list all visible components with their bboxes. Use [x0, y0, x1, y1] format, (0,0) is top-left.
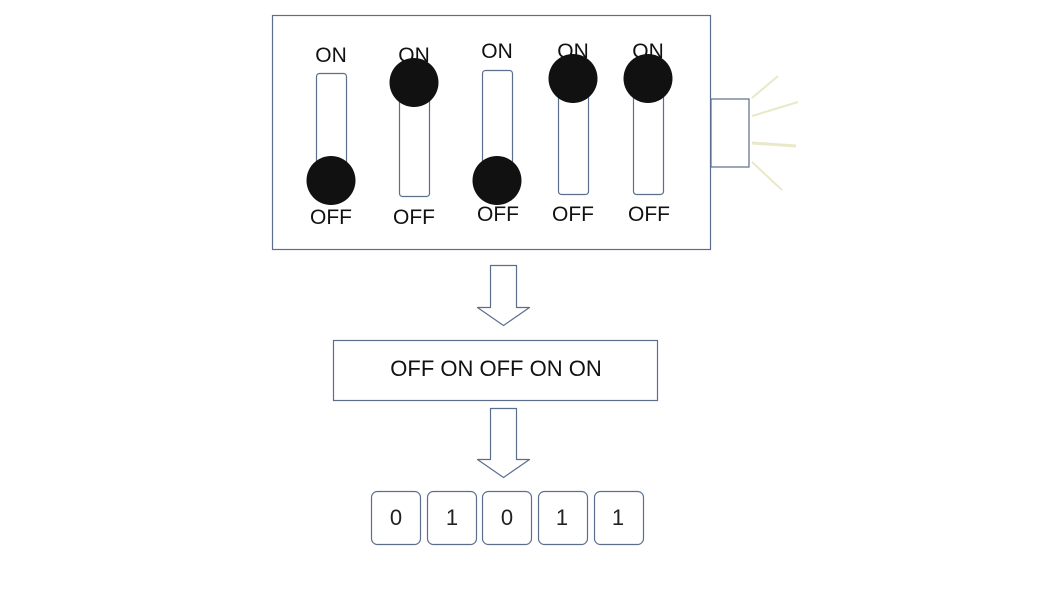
bit-cell: 0	[481, 490, 533, 546]
bit-cell: 1	[537, 490, 589, 546]
switch-off-label: OFF	[310, 206, 352, 229]
dip-switch-3[interactable]: ON OFF	[472, 40, 522, 226]
switch-knob	[623, 54, 673, 103]
connector-plug	[710, 75, 799, 191]
bit-value: 0	[501, 505, 513, 530]
bit-value: 1	[446, 505, 458, 530]
bit-box	[593, 490, 645, 546]
switch-on-label: ON	[481, 40, 513, 63]
switch-off-label: OFF	[628, 203, 670, 226]
switch-on-label: ON	[315, 44, 347, 67]
bit-box	[537, 490, 589, 546]
dip-switch-2[interactable]: ON OFF	[389, 44, 439, 229]
bit-cell: 0	[370, 490, 422, 546]
switch-off-label: OFF	[477, 203, 519, 226]
bit-box	[481, 490, 533, 546]
switch-knob	[389, 58, 439, 107]
dip-switch-5[interactable]: ON OFF	[623, 40, 673, 226]
switch-knob	[472, 156, 522, 205]
glow-line	[751, 75, 779, 99]
down-arrow-icon	[476, 264, 531, 327]
summary-box	[332, 339, 659, 402]
bit-value: 0	[390, 505, 402, 530]
bit-box	[370, 490, 422, 546]
plug-body	[710, 98, 750, 168]
summary-text: OFF ON OFF ON ON	[390, 356, 601, 381]
bit-box	[426, 490, 478, 546]
glow-line	[751, 141, 797, 148]
bit-cell: 1	[426, 490, 478, 546]
bit-cell: 1	[593, 490, 645, 546]
bit-value: 1	[612, 505, 624, 530]
glow-line	[751, 101, 799, 117]
switch-off-label: OFF	[393, 206, 435, 229]
bit-value: 1	[556, 505, 568, 530]
switch-knob	[548, 54, 598, 103]
switch-knob	[306, 156, 356, 205]
switch-off-label: OFF	[552, 203, 594, 226]
down-arrow-icon	[476, 407, 531, 479]
dip-switch-4[interactable]: ON OFF	[548, 40, 598, 226]
dip-switch-1[interactable]: ON OFF	[306, 44, 356, 229]
glow-line	[751, 161, 783, 191]
